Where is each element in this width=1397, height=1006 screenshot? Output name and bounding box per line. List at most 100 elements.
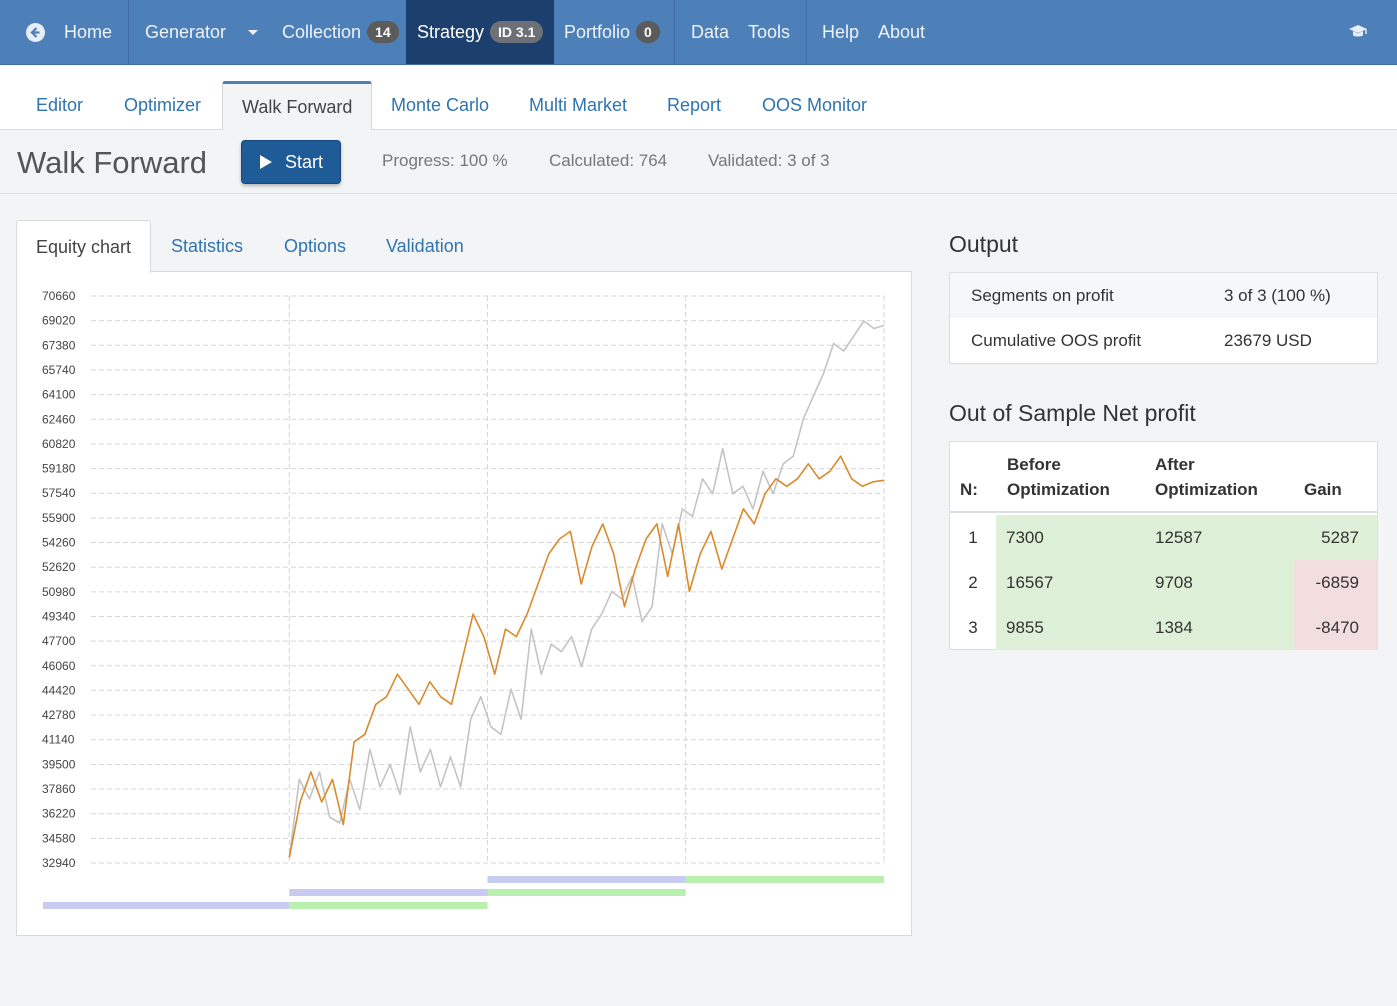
y-tick-label: 47700 — [42, 634, 76, 648]
tab-optimizer[interactable]: Optimizer — [124, 95, 202, 115]
gain-value: -8470 — [1294, 605, 1377, 650]
tab-walk-forward[interactable]: Walk Forward — [222, 81, 373, 131]
output-title: Output — [949, 231, 1019, 257]
table-row: 2 16567 9708 -6859 — [950, 560, 1377, 605]
tab-equity-chart[interactable]: Equity chart — [16, 220, 152, 273]
in-sample-bar — [289, 889, 488, 896]
start-button-label: Start — [284, 151, 323, 172]
out-of-sample-bar — [289, 902, 488, 909]
in-sample-bar — [43, 902, 290, 909]
output-label: Cumulative OOS profit — [971, 330, 1142, 350]
oos-net-profit-table: N: Before Optimization After Optimizatio… — [949, 441, 1378, 650]
nav-collection[interactable]: Collection 14 — [282, 0, 399, 64]
graduation-cap-icon[interactable] — [1348, 0, 1368, 64]
y-tick-label: 57540 — [42, 486, 76, 500]
y-tick-label: 42780 — [42, 708, 76, 722]
play-icon — [259, 155, 272, 169]
header-after-line2: Optimization — [1155, 480, 1258, 499]
row-number: 3 — [968, 617, 978, 637]
nav-generator[interactable]: Generator — [145, 0, 259, 64]
top-navbar: Home Generator Collection 14 Strategy ID… — [0, 0, 1397, 65]
y-tick-label: 32940 — [42, 856, 76, 870]
walk-forward-toolbar: Walk Forward Start Progress: 100 % Calcu… — [0, 130, 1397, 194]
nav-data-label: Data — [691, 21, 730, 42]
y-tick-label: 49340 — [42, 609, 76, 623]
nav-data[interactable]: Data — [691, 0, 729, 64]
start-button[interactable]: Start — [241, 140, 341, 184]
y-tick-label: 44420 — [42, 683, 76, 697]
before-value: 16567 — [996, 560, 1145, 605]
strategy-id-badge: ID 3.1 — [490, 21, 544, 43]
calculated-text: Calculated: 764 — [549, 151, 668, 170]
tab-editor[interactable]: Editor — [36, 95, 84, 115]
nav-about-label: About — [878, 21, 926, 42]
y-tick-label: 39500 — [42, 757, 76, 771]
gain-value: -6859 — [1294, 560, 1377, 605]
table-row: 1 7300 12587 5287 — [950, 515, 1377, 560]
collection-count-badge: 14 — [367, 21, 399, 43]
after-value: 9708 — [1145, 560, 1294, 605]
progress-text: Progress: 100 % — [382, 151, 508, 170]
after-value: 12587 — [1145, 515, 1294, 560]
strategy-subtabs: Editor Optimizer Walk Forward Monte Carl… — [0, 65, 1397, 131]
header-before-line2: Optimization — [1007, 480, 1110, 499]
tab-validation[interactable]: Validation — [386, 235, 464, 256]
output-value: 3 of 3 (100 %) — [1224, 285, 1331, 305]
page-title: Walk Forward — [17, 145, 208, 180]
nav-generator-label: Generator — [145, 21, 227, 42]
nav-help[interactable]: Help — [822, 0, 859, 64]
y-tick-label: 37860 — [42, 782, 76, 796]
nav-tools-label: Tools — [748, 21, 791, 42]
y-tick-label: 41140 — [42, 733, 75, 747]
equity-chart-panel: 70660 69020 67380 65740 64100 62460 60820 59180… — [16, 271, 912, 936]
nav-strategy-label: Strategy — [417, 21, 485, 42]
nav-tools[interactable]: Tools — [748, 0, 790, 64]
before-value: 9855 — [996, 605, 1145, 650]
header-n: N: — [960, 480, 978, 499]
nav-portfolio-label: Portfolio — [564, 21, 631, 42]
nav-help-label: Help — [822, 21, 860, 42]
before-value: 7300 — [996, 515, 1145, 560]
equity-chart: 70660 69020 67380 65740 64100 62460 60820 59180… — [42, 289, 885, 909]
output-row: Segments on profit 3 of 3 (100 %) — [950, 273, 1377, 318]
nav-strategy[interactable]: Strategy ID 3.1 — [406, 0, 554, 64]
nav-collection-label: Collection — [282, 21, 362, 42]
y-tick-label: 60820 — [42, 437, 76, 451]
tab-oos-monitor[interactable]: OOS Monitor — [762, 95, 868, 115]
tab-monte-carlo[interactable]: Monte Carlo — [391, 95, 490, 115]
nav-home[interactable]: Home — [26, 0, 112, 64]
tab-report[interactable]: Report — [667, 95, 722, 115]
nav-portfolio[interactable]: Portfolio 0 — [564, 0, 660, 64]
output-table: Segments on profit 3 of 3 (100 %) Cumula… — [949, 272, 1378, 364]
header-after-line1: After — [1155, 455, 1195, 474]
nav-about[interactable]: About — [878, 0, 925, 64]
y-tick-label: 52620 — [42, 560, 76, 574]
y-tick-label: 69020 — [42, 314, 76, 328]
after-value: 1384 — [1145, 605, 1294, 650]
header-before-line1: Before — [1007, 455, 1061, 474]
y-tick-label: 55900 — [42, 511, 76, 525]
output-value: 23679 USD — [1224, 330, 1312, 350]
y-tick-label: 70660 — [42, 289, 76, 303]
nav-home-label: Home — [64, 21, 113, 42]
portfolio-count-badge: 0 — [636, 21, 660, 43]
row-number: 1 — [968, 527, 978, 547]
tab-options[interactable]: Options — [284, 235, 347, 256]
y-tick-label: 50980 — [42, 585, 76, 599]
table-row: 3 9855 1384 -8470 — [950, 605, 1377, 650]
header-gain: Gain — [1304, 480, 1342, 499]
caret-down-icon — [248, 29, 259, 35]
in-sample-bar — [487, 876, 686, 883]
y-tick-label: 67380 — [42, 338, 76, 352]
tab-statistics[interactable]: Statistics — [171, 235, 244, 256]
table-header: N: Before Optimization After Optimizatio… — [950, 442, 1377, 513]
y-tick-label: 34580 — [42, 831, 76, 845]
tab-multi-market[interactable]: Multi Market — [529, 95, 628, 115]
y-tick-label: 46060 — [42, 659, 76, 673]
output-label: Segments on profit — [971, 285, 1114, 305]
y-tick-label: 36220 — [42, 807, 76, 821]
validated-text: Validated: 3 of 3 — [708, 151, 830, 170]
gain-value: 5287 — [1294, 515, 1377, 560]
out-of-sample-bar — [487, 889, 686, 896]
optimized-equity-line — [288, 455, 885, 858]
